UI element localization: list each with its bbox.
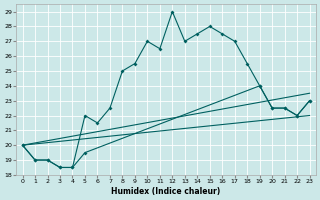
X-axis label: Humidex (Indice chaleur): Humidex (Indice chaleur) <box>111 187 221 196</box>
